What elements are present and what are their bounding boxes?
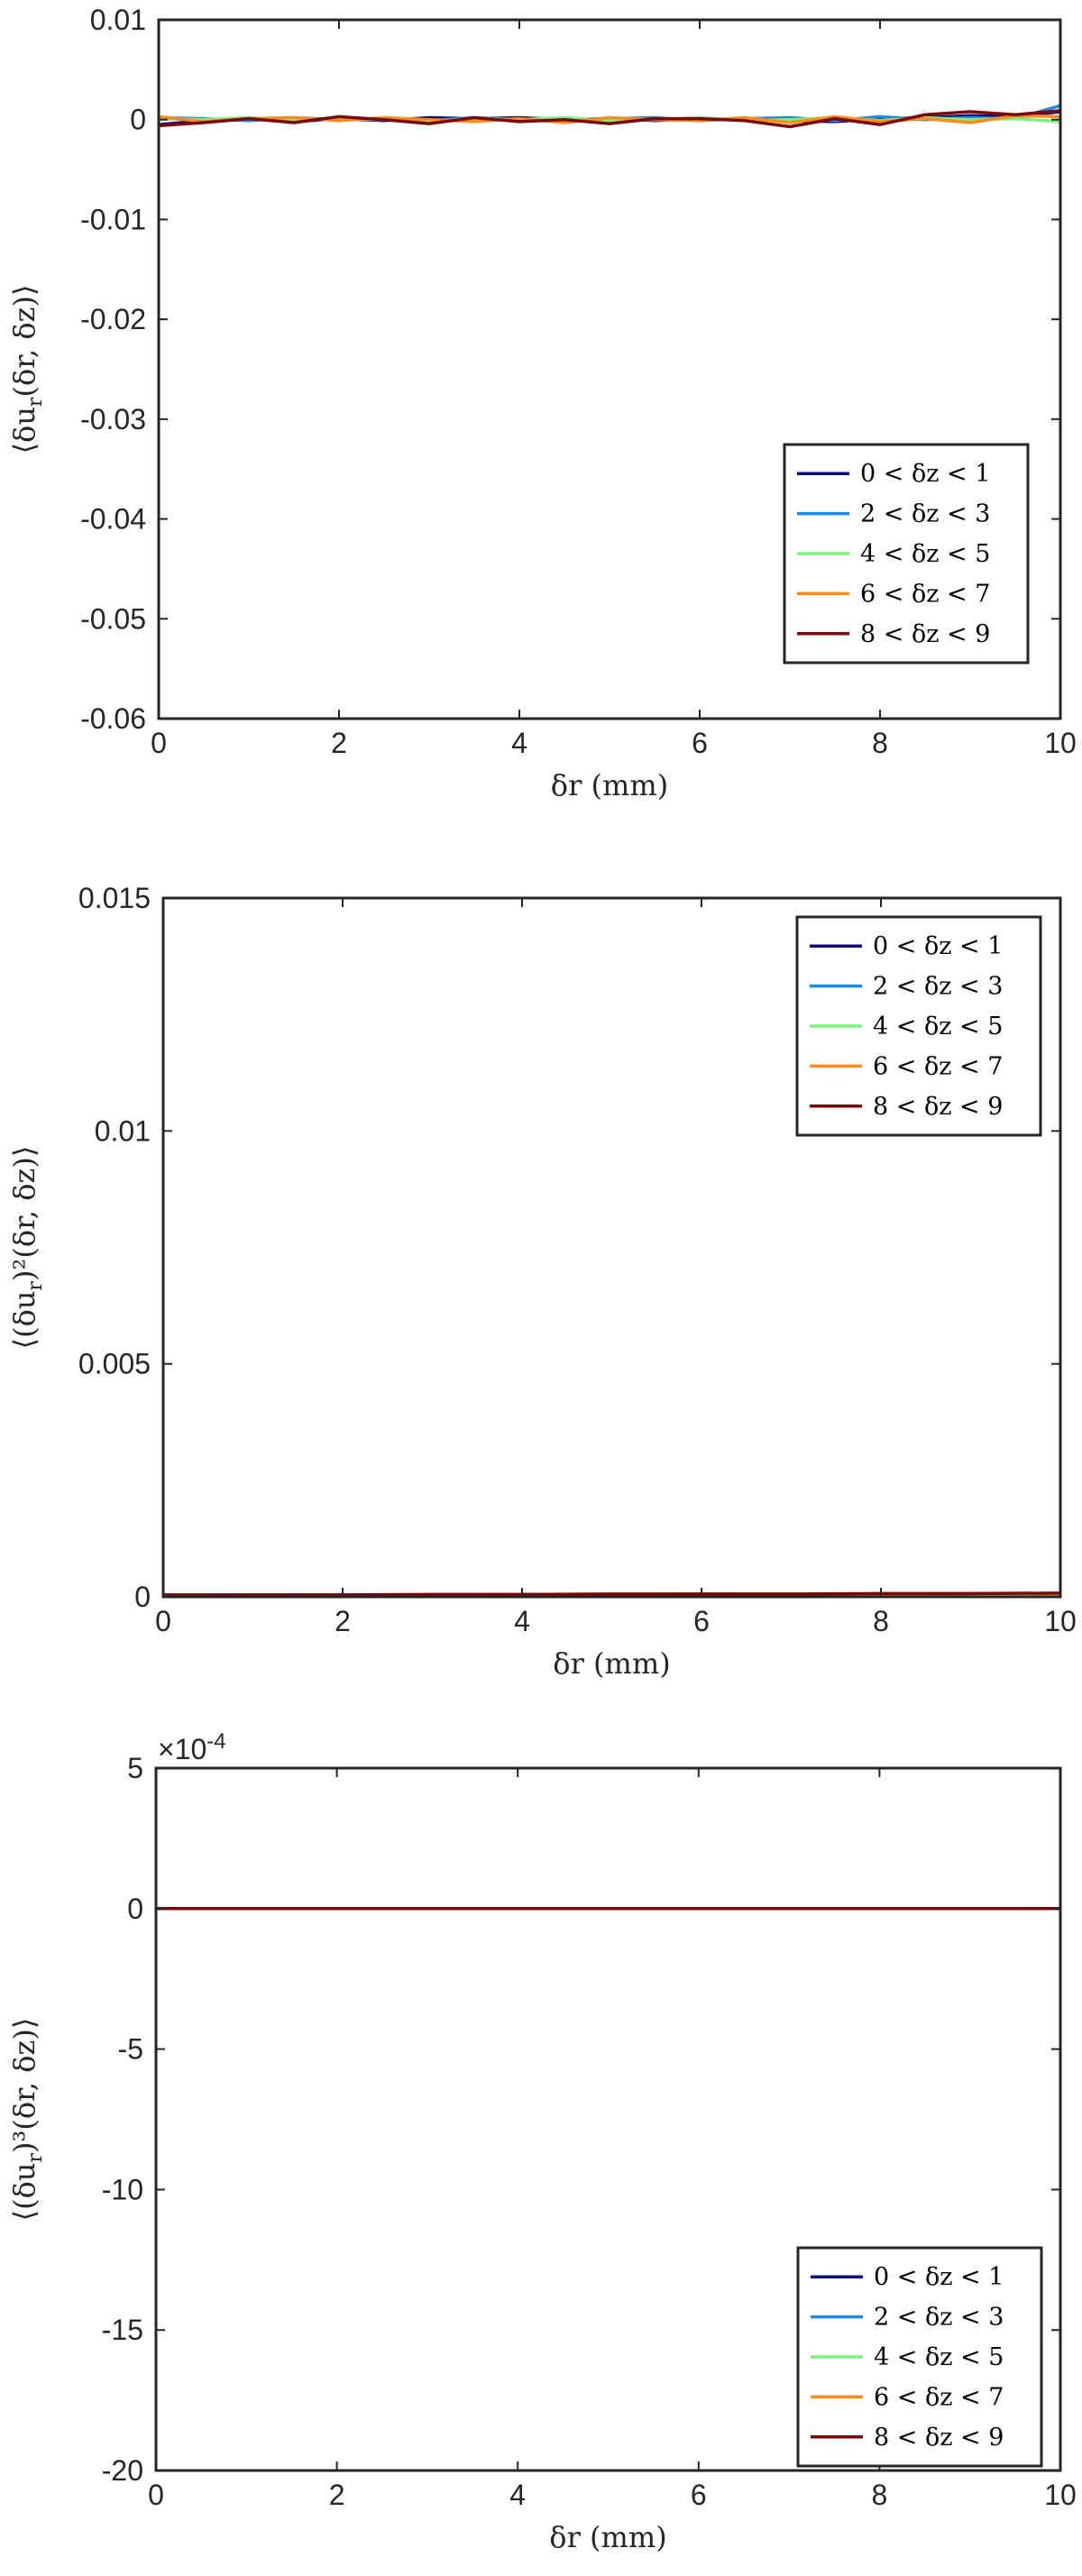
x-tick-label: 6 <box>691 2479 707 2511</box>
legend-label: 2 < δz < 3 <box>860 500 990 528</box>
x-tick-label: 10 <box>1044 727 1077 759</box>
y-tick-label: -0.04 <box>80 503 146 536</box>
x-tick-label: 2 <box>331 727 347 759</box>
y-scale-multiplier: ×10-4 <box>158 1729 226 1765</box>
series-group <box>158 104 1061 129</box>
x-tick-label: 6 <box>693 1605 710 1637</box>
legend: 0 < δz < 1 2 < δz < 3 4 < δz < 5 6 < δz < 7… <box>795 915 1042 1137</box>
y-axis-label: ⟨(δur)²(δr, δz)⟩ <box>7 1146 47 1350</box>
series-group <box>162 1591 1061 1598</box>
x-tick-label: 8 <box>873 1605 889 1637</box>
legend-label: 0 < δz < 1 <box>873 932 1003 960</box>
series-line-4 <box>158 114 1061 124</box>
axes-box <box>157 18 1062 720</box>
y-tick-label: 0 <box>134 1581 151 1613</box>
y-tick-label: -0.03 <box>80 403 146 435</box>
x-tick-label: 2 <box>335 1605 351 1637</box>
axes-box <box>161 896 1062 1599</box>
legend-label: 8 < δz < 9 <box>860 620 990 648</box>
legend-label: 4 < δz < 5 <box>860 540 990 568</box>
y-tick-label: -10 <box>102 2173 143 2205</box>
legend: 0 < δz < 1 2 < δz < 3 4 < δz < 5 6 < δz < 7… <box>783 443 1030 665</box>
chart-panel-2: 0 2 4 6 8 10 0 0.005 0.01 0.015 δr (mm) ⟨(δur)²(δr,… <box>7 882 1077 1681</box>
legend: 0 < δz < 1 2 < δz < 3 4 < δz < 5 6 < δz < 7… <box>796 2246 1043 2468</box>
x-tick-label: 0 <box>151 727 167 759</box>
y-tick-label: -0.02 <box>80 303 146 335</box>
y-tick-label: 0 <box>127 1893 143 1925</box>
x-tick-label: 10 <box>1044 1605 1077 1637</box>
chart-panel-1: 0 2 4 6 8 10 -0.06 -0.05 -0.04 -0.03 -0.02 -0.01 0 0.… <box>7 4 1077 802</box>
legend-label: 6 < δz < 7 <box>874 2383 1004 2411</box>
series-line-5 <box>158 109 1061 129</box>
x-tick-label: 8 <box>872 727 888 759</box>
axes-box <box>154 1766 1062 2472</box>
legend-label: 0 < δz < 1 <box>860 460 990 488</box>
x-tick-label: 4 <box>509 2479 526 2511</box>
legend-label: 8 < δz < 9 <box>873 1093 1003 1121</box>
legend-label: 2 < δz < 3 <box>874 2304 1004 2332</box>
y-tick-label: 5 <box>127 1752 143 1784</box>
y-axis-label: ⟨(δur)³(δr, δz)⟩ <box>7 2018 47 2222</box>
x-tick-label: 10 <box>1044 2479 1077 2511</box>
y-tick-label: -15 <box>102 2314 143 2346</box>
x-tick-label: 0 <box>155 1605 171 1637</box>
x-tick-label: 6 <box>692 727 708 759</box>
y-tick-label: 0.015 <box>78 882 151 914</box>
legend-label: 2 < δz < 3 <box>873 973 1003 1001</box>
chart-panel-3: 0 2 4 6 8 10 -20 -15 -10 -5 0 5 ×10-4 δr (mm) ⟨(δur)³(… <box>7 1729 1077 2554</box>
y-tick-label: -0.01 <box>80 203 146 235</box>
y-tick-label: -0.05 <box>80 602 146 635</box>
y-axis-label: ⟨δur(δr, δz)⟩ <box>7 285 47 454</box>
legend-label: 6 < δz < 7 <box>860 580 990 608</box>
x-tick-label: 4 <box>511 727 527 759</box>
y-tick-label: -0.06 <box>80 702 146 735</box>
legend-label: 0 < δz < 1 <box>874 2263 1004 2291</box>
x-axis-label: δr (mm) <box>549 2520 666 2554</box>
y-tick-label: 0 <box>130 104 146 136</box>
x-axis-label: δr (mm) <box>551 768 668 802</box>
x-tick-label: 2 <box>329 2479 345 2511</box>
legend-label: 8 < δz < 9 <box>874 2424 1004 2452</box>
legend-label: 4 < δz < 5 <box>874 2343 1004 2371</box>
x-tick-label: 0 <box>148 2479 164 2511</box>
y-tick-label: 0.005 <box>78 1348 151 1380</box>
y-tick-label: -20 <box>102 2454 143 2487</box>
x-tick-label: 4 <box>514 1605 530 1637</box>
y-tick-label: 0.01 <box>90 4 146 36</box>
legend-label: 6 < δz < 7 <box>873 1052 1003 1080</box>
y-tick-label: -5 <box>118 2033 143 2066</box>
legend-label: 4 < δz < 5 <box>873 1013 1003 1040</box>
x-axis-label: δr (mm) <box>553 1646 670 1681</box>
x-tick-label: 8 <box>872 2479 888 2511</box>
y-tick-label: 0.01 <box>95 1114 151 1147</box>
series-line-5 <box>163 1591 1061 1597</box>
